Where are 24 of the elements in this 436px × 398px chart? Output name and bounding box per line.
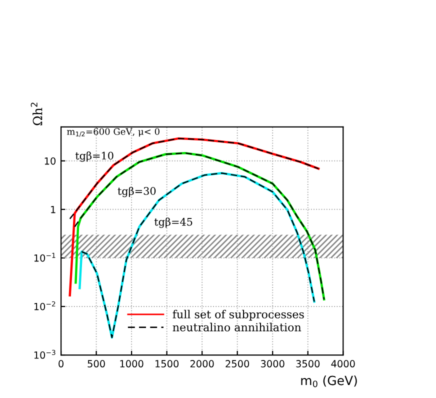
x-tick-label: 1500 [156, 360, 179, 368]
x-tick-label: 4000 [331, 360, 355, 368]
x-tick-label: 0 [58, 360, 64, 368]
legend-label: full set of subprocesses [172, 310, 304, 321]
y-tick-label: 10$^{−2}$ [34, 301, 56, 310]
y-tick-label: 10$^{−1}$ [34, 252, 56, 262]
annotation: m$_{1/2}$=600 GeV, μ< 0 [67, 128, 160, 137]
annotation: tgβ=30 [118, 186, 156, 198]
y-tick-label: 1 [51, 206, 56, 214]
legend-label: neutralino annihilation [172, 322, 302, 332]
x-tick-label: 3000 [260, 360, 284, 368]
annotation: tgβ=45 [154, 218, 192, 228]
x-tick-label: 2500 [226, 360, 250, 368]
line-series [68, 137, 320, 296]
x-tick-label: 2000 [190, 360, 214, 368]
annotation: tgβ=10 [75, 151, 114, 162]
x-axis-title: m$_{0}$ (GeV) [301, 376, 357, 388]
line-series [69, 138, 320, 220]
y-axis-title: Ωh$^{2}$ [30, 102, 42, 126]
x-tick-label: 500 [88, 360, 105, 368]
x-tick-label: 1000 [120, 360, 144, 368]
x-tick-label: 3500 [296, 360, 320, 368]
y-tick-label: 10 [44, 157, 56, 165]
y-tick-label: 10$^{−3}$ [34, 350, 56, 359]
